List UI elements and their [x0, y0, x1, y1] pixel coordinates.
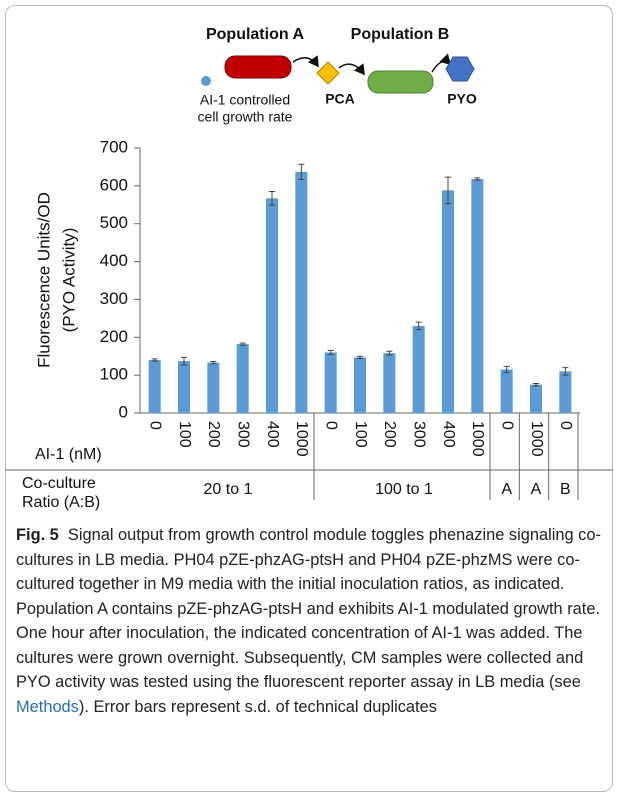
y-tick-label: 200	[100, 327, 128, 346]
bar	[354, 357, 366, 413]
bar	[383, 353, 396, 413]
y-tick-label: 600	[100, 175, 128, 194]
error-bar	[474, 177, 481, 181]
group-label: 20 to 1	[204, 481, 253, 498]
x-tick-label: 1000	[528, 421, 545, 457]
figure-frame	[5, 5, 613, 792]
x-tick-label: 0	[557, 421, 574, 430]
bar	[324, 352, 337, 413]
error-bar	[269, 191, 275, 206]
population-a-label: Population A	[206, 26, 305, 43]
caption: Fig. 5 Signal output from growth control…	[16, 523, 606, 719]
error-bar	[562, 367, 569, 376]
x-tick-label: 200	[381, 421, 398, 448]
bar	[236, 344, 249, 413]
bar	[148, 360, 161, 413]
y-tick-label: 100	[100, 365, 128, 384]
error-bar	[357, 355, 363, 359]
error-bar	[239, 342, 246, 346]
error-bar	[181, 356, 187, 366]
ai1-molecule	[201, 76, 211, 86]
y-tick-label: 700	[100, 137, 128, 156]
row-label: Co-culture	[22, 475, 96, 492]
figure: Population A Population B AI-1 controlle…	[5, 26, 613, 511]
diagram: Population A Population B AI-1 controlle…	[198, 26, 477, 124]
bar	[471, 179, 484, 413]
x-tick-label: 0	[322, 421, 339, 430]
bar	[442, 190, 454, 413]
error-bar	[151, 358, 158, 362]
methods-link[interactable]: Methods	[16, 697, 79, 716]
error-bar	[327, 350, 334, 355]
pca-label: PCA	[325, 91, 355, 107]
bar	[266, 198, 278, 413]
error-bar	[386, 350, 393, 356]
y-tick-label: 400	[100, 251, 128, 270]
arrow	[338, 63, 365, 76]
error-bar	[298, 163, 305, 180]
arrow	[292, 55, 319, 68]
row-label: AI-1 (nM)	[35, 446, 102, 463]
y-axis-title: (PYO Activity)	[59, 228, 78, 333]
row-label: Ratio (A:B)	[22, 494, 100, 511]
bar	[178, 361, 190, 413]
population-b-cell	[367, 70, 434, 94]
bar	[295, 171, 308, 413]
group-label: A	[501, 481, 512, 498]
x-tick-label: 1000	[293, 421, 310, 457]
y-axis-title: Fluorescence Units/OD	[34, 192, 53, 368]
caption-text: ). Error bars represent s.d. of technica…	[78, 697, 437, 716]
pyo-molecule	[445, 56, 475, 82]
error-bar	[533, 382, 539, 387]
population-b-label: Population B	[351, 26, 450, 43]
error-bar	[445, 176, 451, 205]
x-tick-label: 0	[146, 421, 163, 430]
error-bar	[210, 361, 217, 365]
ai1-note: cell growth rate	[198, 109, 293, 125]
x-tick-label: 100	[352, 421, 369, 448]
x-tick-label: 400	[440, 421, 457, 448]
x-tick-label: 0	[498, 421, 515, 430]
group-label: 100 to 1	[375, 481, 433, 498]
x-tick-label: 300	[410, 421, 427, 448]
bar	[500, 369, 513, 413]
x-tick-label: 200	[205, 421, 222, 448]
caption-text: Signal output from growth control module…	[16, 526, 601, 691]
arrow	[431, 53, 452, 73]
error-bar	[415, 321, 422, 331]
caption-label: Fig. 5	[16, 526, 59, 544]
bar	[412, 325, 425, 413]
x-tick-label: 1000	[469, 421, 486, 457]
population-a-cell	[224, 55, 292, 79]
y-tick-label: 300	[100, 289, 128, 308]
y-tick-label: 500	[100, 213, 128, 232]
x-tick-label: 300	[234, 421, 251, 448]
bar	[207, 362, 220, 413]
y-tick-label: 0	[119, 402, 128, 421]
group-label: A	[531, 481, 542, 498]
error-bar	[503, 365, 510, 373]
x-tick-label: 400	[264, 421, 281, 448]
group-label: B	[560, 481, 571, 498]
bar	[559, 371, 572, 413]
ai1-note: AI-1 controlled	[200, 92, 290, 108]
x-tick-label: 100	[176, 421, 193, 448]
pyo-label: PYO	[447, 91, 477, 107]
bar	[530, 384, 542, 413]
pca-molecule	[316, 61, 340, 85]
